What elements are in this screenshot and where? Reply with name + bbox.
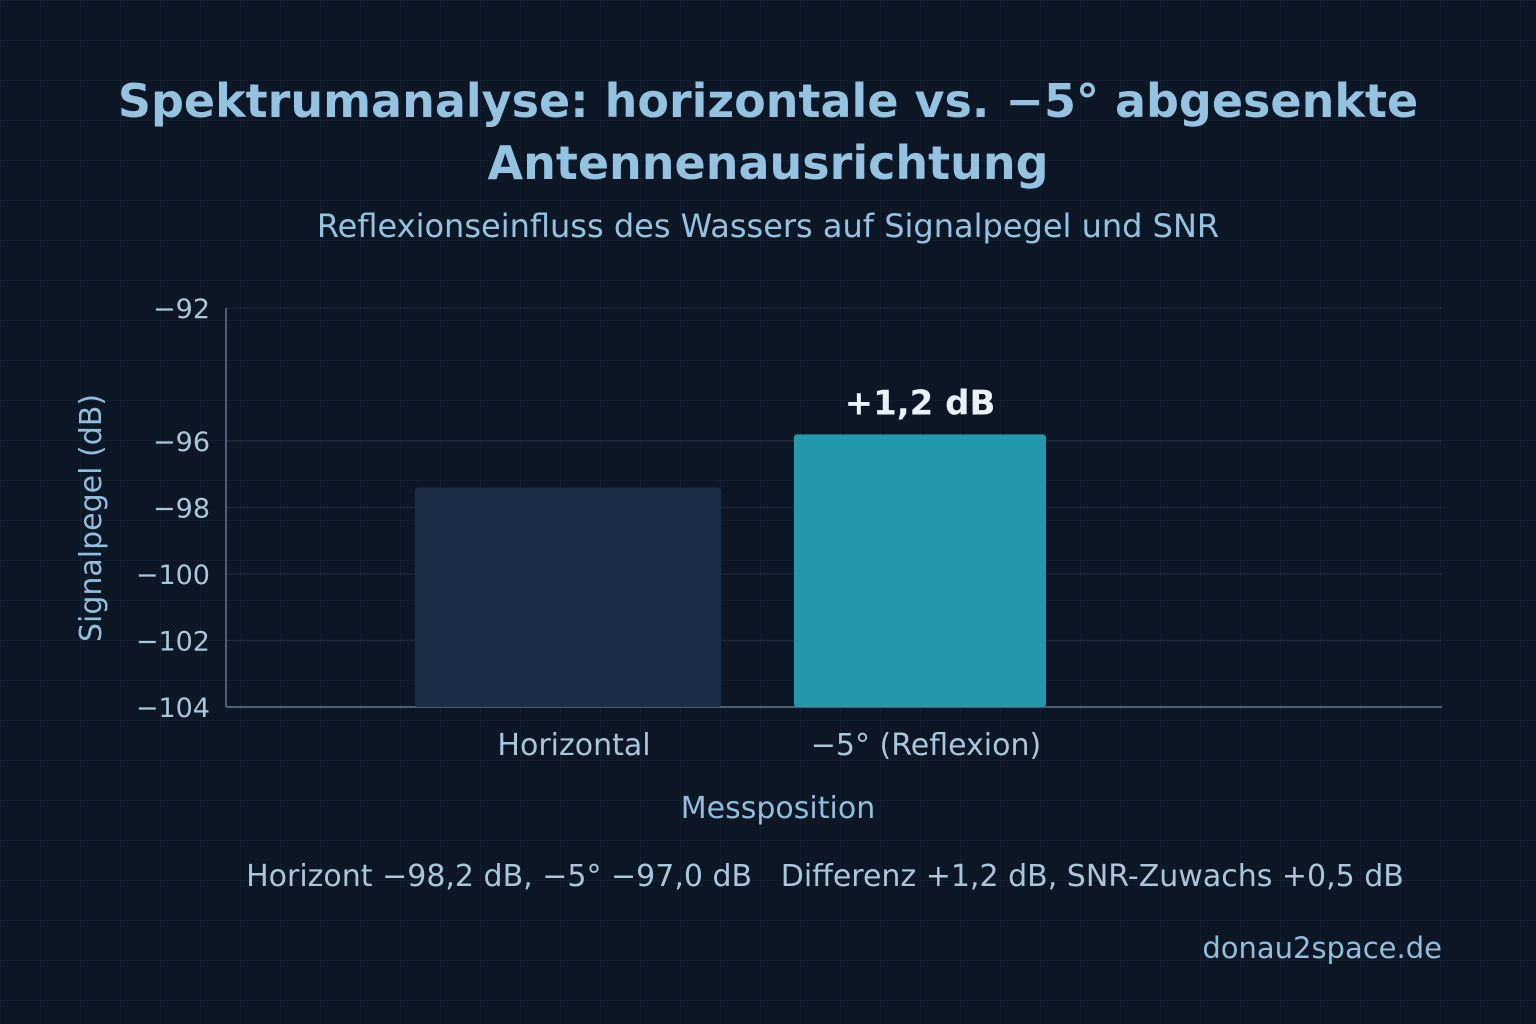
data-label-0: +1,2 dB <box>845 383 996 423</box>
x-axis-title: Messposition <box>681 791 875 826</box>
y-tick-label-3: −98 <box>153 494 210 525</box>
y-tick-label-1: −102 <box>136 627 210 658</box>
source-label: donau2space.de <box>1202 931 1442 965</box>
summary-text: Horizont −98,2 dB, −5° −97,0 dB Differen… <box>246 859 1404 894</box>
y-axis-title: Signalpegel (dB) <box>74 394 109 642</box>
y-tick-label-0: −104 <box>136 693 210 724</box>
y-tick-label-2: −100 <box>136 560 210 591</box>
chart-title: Spektrumanalyse: horizontale vs. −5° abg… <box>0 70 1536 194</box>
x-tick-label-1: −5° (Reflexion) <box>811 728 1041 763</box>
y-tick-label-4: −96 <box>153 427 210 458</box>
y-tick-label-5: −92 <box>153 294 210 325</box>
chart-title-line-1: Spektrumanalyse: horizontale vs. −5° abg… <box>117 74 1419 128</box>
x-tick-label-0: Horizontal <box>497 728 650 763</box>
chart-title-line-2: Antennenausrichtung <box>487 136 1049 190</box>
bar-0 <box>415 487 721 707</box>
chart-subtitle: Reflexionseinfluss des Wassers auf Signa… <box>316 207 1220 245</box>
bar-1 <box>794 434 1046 707</box>
